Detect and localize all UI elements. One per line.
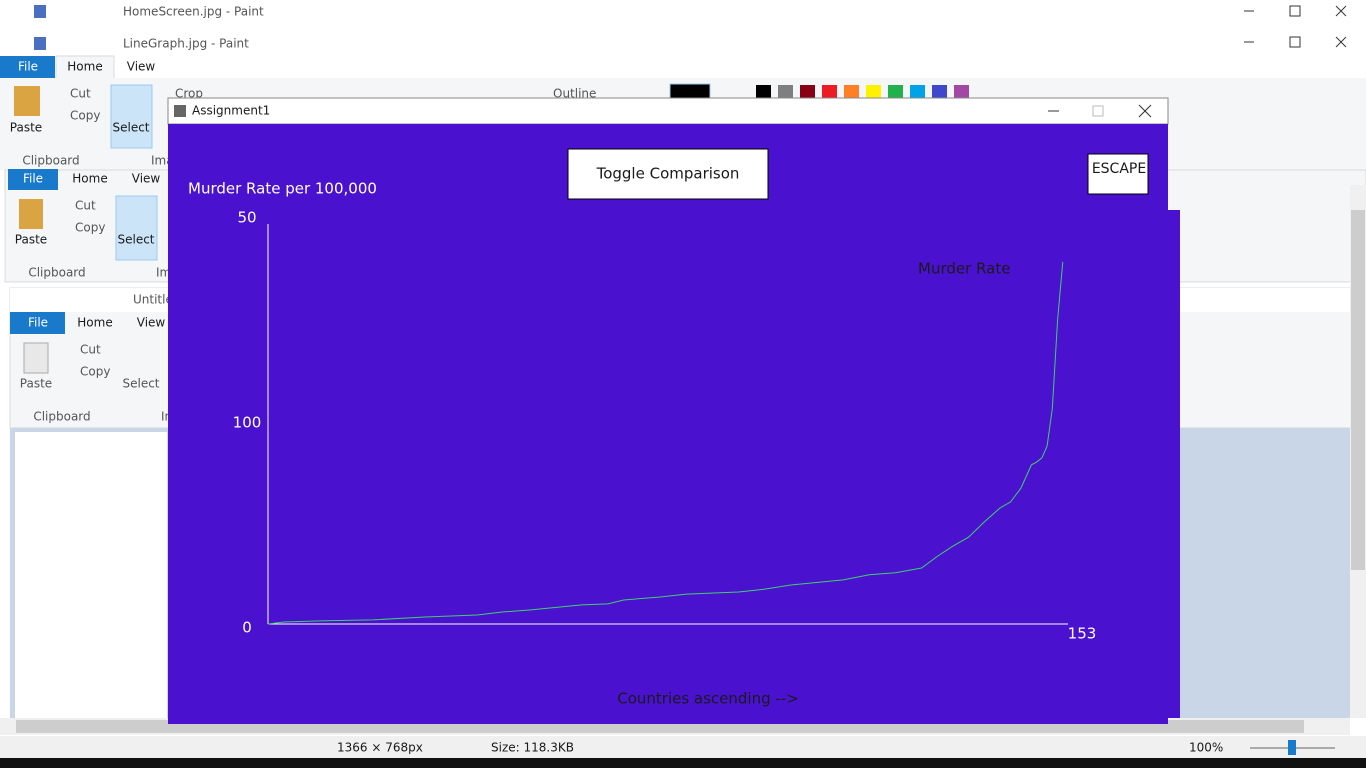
close[interactable] [1138,104,1152,118]
canvas-edge [1168,210,1180,718]
file-tab[interactable] [0,56,55,78]
group-label: In [161,410,172,424]
restore[interactable] [1289,36,1301,48]
window-title: HomeScreen.jpg - Paint [123,5,264,19]
paste-icon[interactable] [14,86,40,116]
window-title: Untitle [133,293,173,307]
select[interactable]: Select [122,377,159,391]
status-bar [0,736,1366,758]
maximize[interactable] [1092,105,1104,117]
swatch[interactable] [910,85,925,100]
paste-icon[interactable] [23,342,49,374]
tab[interactable]: File [18,60,38,74]
select[interactable]: Select [117,233,154,247]
tab[interactable]: View [127,60,156,74]
swatch[interactable] [844,85,859,100]
x-tick-label: 153 [1068,625,1097,643]
group-label: Clipboard [22,154,79,168]
canvas [15,432,167,718]
swatch[interactable] [866,85,881,100]
scroll-thumb[interactable] [1351,210,1365,570]
escape-label[interactable]: ESCAPE [1092,161,1146,177]
paste[interactable]: Paste [20,377,52,391]
copy[interactable]: Copy [70,109,100,123]
cut[interactable]: Cut [75,199,96,213]
y-tick-label: 100 [233,414,262,432]
x-axis-label: Countries ascending --> [617,690,799,708]
app-title-bar [167,97,1169,125]
tab[interactable]: Home [67,60,102,74]
select[interactable]: Select [112,121,149,135]
y-axis-label: Murder Rate per 100,000 [188,180,377,198]
close[interactable] [1335,36,1347,48]
save-icon[interactable] [34,5,46,18]
restore[interactable] [1289,5,1301,17]
y-tick-label: 0 [242,619,252,637]
escape-button[interactable] [1087,153,1149,195]
select-button[interactable] [115,195,158,261]
swatch[interactable] [756,85,771,100]
paste[interactable]: Paste [15,233,47,247]
copy[interactable]: Copy [75,221,105,235]
group-label: Im [156,266,171,280]
dimensions: 1366 × 768px [337,741,423,755]
swatch[interactable] [954,85,969,100]
zoom: 100% [1189,741,1223,755]
swatch[interactable] [822,85,837,100]
group-label: Ima [151,154,174,168]
file-tab[interactable] [10,312,65,334]
paste[interactable]: Paste [10,121,42,135]
group-label: Clipboard [33,410,90,424]
toggle-button[interactable] [567,148,769,200]
copy[interactable]: Copy [80,365,110,379]
file-size: Size: 118.3KB [491,741,574,755]
swatch[interactable] [778,85,793,100]
taskbar [0,758,1366,768]
crop[interactable]: Crop [175,87,203,101]
tab[interactable]: File [23,172,43,186]
app-icon [174,105,186,117]
app-canvas [168,124,1168,724]
file-tab[interactable] [8,169,58,190]
cut[interactable]: Cut [80,343,101,357]
tab[interactable]: Home [72,172,107,186]
tab[interactable]: View [132,172,161,186]
legend-label: Murder Rate [918,260,1010,278]
paste-icon[interactable] [19,199,43,229]
save-icon[interactable] [34,37,46,50]
cut[interactable]: Cut [70,87,91,101]
palette [756,85,969,100]
swatch[interactable] [888,85,903,100]
toggle-label[interactable]: Toggle Comparison [596,165,740,183]
window-title: LineGraph.jpg - Paint [123,37,249,51]
tab[interactable]: File [28,316,48,330]
close[interactable] [1335,5,1347,17]
outline[interactable]: Outline [553,87,596,101]
swatch[interactable] [932,85,947,100]
y-tick-label: 50 [237,209,256,227]
select-button[interactable] [110,84,153,149]
app-title: Assignment1 [192,104,270,118]
group-label: Clipboard [28,266,85,280]
tab[interactable]: View [137,316,166,330]
data-line [267,261,1064,625]
tab[interactable]: Home [77,316,112,330]
swatch[interactable] [800,85,815,100]
zoom-thumb[interactable] [1288,740,1296,755]
